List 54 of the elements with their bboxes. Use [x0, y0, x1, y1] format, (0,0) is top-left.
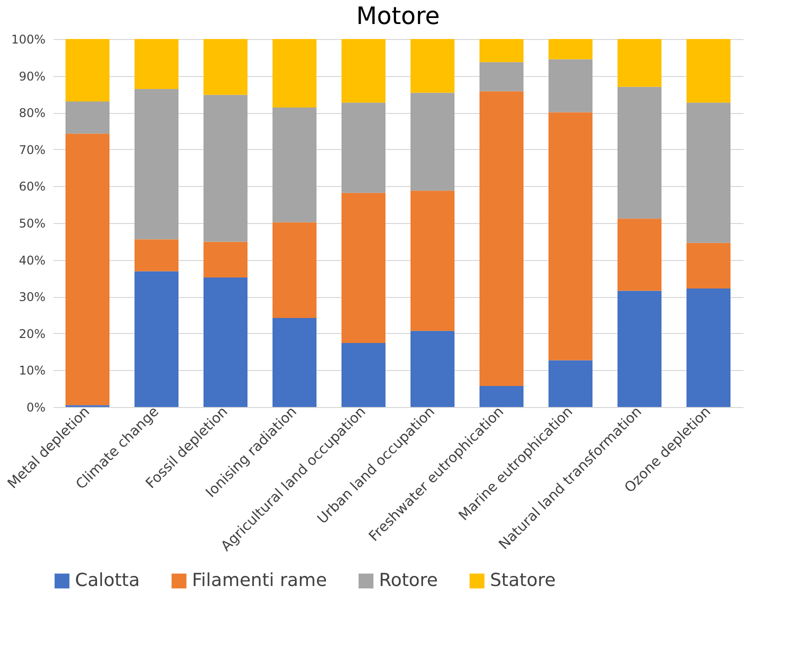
y-tick-label: 90% — [18, 69, 46, 84]
bar — [686, 102, 730, 243]
bar — [272, 107, 316, 222]
bar — [134, 271, 178, 407]
bar — [686, 39, 730, 103]
y-tick-label: 40% — [18, 253, 46, 268]
chart-title: Motore — [356, 2, 440, 30]
bar — [686, 242, 730, 289]
bar — [134, 239, 178, 272]
bar — [480, 386, 524, 407]
y-tick-label: 100% — [11, 32, 46, 46]
bar — [548, 112, 592, 360]
bar — [480, 91, 524, 386]
bar — [618, 86, 662, 219]
bar — [66, 102, 110, 134]
bar — [686, 288, 730, 407]
bar — [272, 39, 316, 108]
bar — [272, 222, 316, 318]
bar — [410, 39, 454, 93]
bar — [548, 59, 592, 112]
bar — [410, 330, 454, 407]
y-tick-label: 30% — [18, 290, 46, 304]
bar — [272, 318, 316, 407]
bar — [480, 62, 524, 92]
legend-label: Statore — [490, 570, 556, 591]
bar — [204, 94, 248, 242]
bar — [410, 92, 454, 191]
bar — [410, 190, 454, 331]
legend-label: Filamenti rame — [192, 570, 327, 591]
bar — [342, 192, 386, 343]
bar — [342, 39, 386, 103]
bar — [66, 39, 110, 102]
bar — [480, 39, 524, 62]
bar — [618, 218, 662, 291]
y-tick-label: 80% — [18, 106, 46, 120]
y-tick-label: 20% — [18, 326, 46, 341]
bar — [204, 242, 248, 278]
bar — [548, 39, 592, 60]
bar — [548, 360, 592, 407]
bar — [618, 290, 662, 407]
legend-label: Rotore — [379, 570, 438, 591]
y-tick-label: 50% — [18, 216, 46, 230]
bar — [66, 134, 110, 406]
legend-label: Calotta — [75, 570, 140, 591]
bar — [134, 39, 178, 90]
y-tick-label: 60% — [18, 180, 46, 194]
y-tick-label: 10% — [18, 364, 46, 378]
bar — [342, 342, 386, 407]
bar — [204, 277, 248, 407]
bar — [618, 39, 662, 87]
bar — [342, 102, 386, 193]
bar — [134, 89, 178, 240]
bar — [204, 39, 248, 95]
y-tick-label: 70% — [18, 142, 46, 157]
